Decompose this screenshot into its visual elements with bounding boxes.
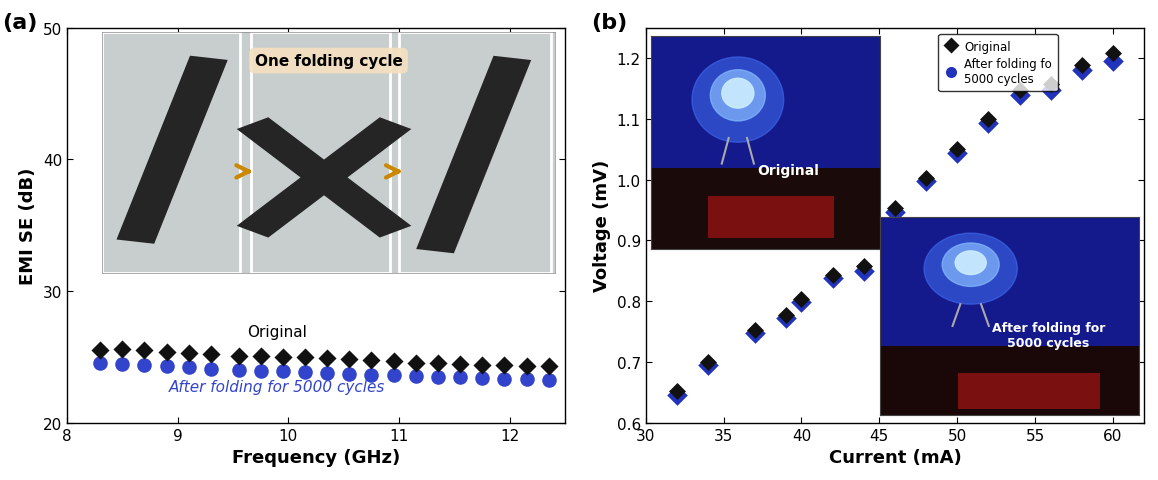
Point (823, 275, 842, 282)
Point (792, 299, 811, 307)
X-axis label: Frequency (GHz): Frequency (GHz) (232, 448, 401, 466)
Point (362, 371, 381, 379)
Point (113, 346, 132, 353)
Point (1010, 92, 1028, 99)
Point (295, 368, 314, 376)
Point (855, 263, 873, 270)
Point (1104, 58, 1122, 66)
Point (1072, 67, 1091, 75)
Point (746, 327, 764, 335)
Point (340, 355, 359, 363)
Text: After folding for 5000 cycles: After folding for 5000 cycles (169, 379, 386, 394)
Point (1010, 87, 1028, 95)
Point (428, 360, 447, 368)
X-axis label: Current (mA): Current (mA) (829, 448, 961, 466)
Point (428, 373, 447, 381)
Point (384, 372, 403, 379)
Point (823, 272, 842, 279)
Point (668, 387, 687, 395)
Point (792, 296, 811, 303)
Point (518, 376, 536, 384)
Point (406, 372, 425, 380)
Point (948, 146, 967, 154)
Point (229, 352, 248, 360)
Point (135, 347, 154, 354)
Point (273, 353, 292, 361)
Point (917, 178, 936, 186)
Point (295, 353, 314, 361)
Point (540, 362, 558, 370)
Point (450, 360, 469, 368)
Point (668, 392, 687, 399)
Point (251, 352, 270, 360)
Point (157, 362, 176, 370)
Point (777, 311, 796, 319)
Point (179, 349, 198, 357)
Y-axis label: EMI SE (dB): EMI SE (dB) (20, 167, 37, 284)
Point (1041, 87, 1060, 95)
Point (450, 373, 469, 381)
Point (90, 347, 109, 354)
Point (229, 366, 248, 374)
Point (472, 374, 491, 382)
Text: (a): (a) (2, 13, 37, 33)
Text: Original: Original (248, 324, 307, 339)
Point (980, 116, 998, 123)
Point (518, 362, 536, 370)
Point (855, 267, 873, 275)
Point (90, 360, 109, 368)
Point (948, 150, 967, 158)
Point (540, 376, 558, 384)
Point (1041, 81, 1060, 88)
Point (135, 362, 154, 370)
Point (384, 358, 403, 366)
Point (980, 120, 998, 128)
Point (1072, 62, 1091, 70)
Point (496, 362, 514, 370)
Point (917, 175, 936, 182)
Point (318, 370, 337, 377)
Point (886, 205, 904, 213)
Point (1104, 50, 1122, 58)
Point (201, 365, 220, 373)
Point (157, 348, 176, 356)
Point (886, 208, 904, 216)
Point (318, 354, 337, 361)
Point (746, 329, 764, 337)
Text: (b): (b) (591, 13, 628, 33)
Point (113, 360, 132, 368)
Point (273, 368, 292, 375)
Point (179, 364, 198, 372)
Point (251, 367, 270, 375)
Y-axis label: Voltage (mV): Voltage (mV) (593, 160, 611, 292)
Point (340, 371, 359, 378)
Point (472, 361, 491, 369)
Point (698, 359, 717, 366)
Point (201, 351, 220, 359)
Point (777, 314, 796, 322)
Point (698, 361, 717, 369)
Legend: Original, After folding fo
5000 cycles: Original, After folding fo 5000 cycles (938, 35, 1057, 92)
Point (362, 357, 381, 364)
Point (496, 375, 514, 383)
Point (406, 359, 425, 367)
